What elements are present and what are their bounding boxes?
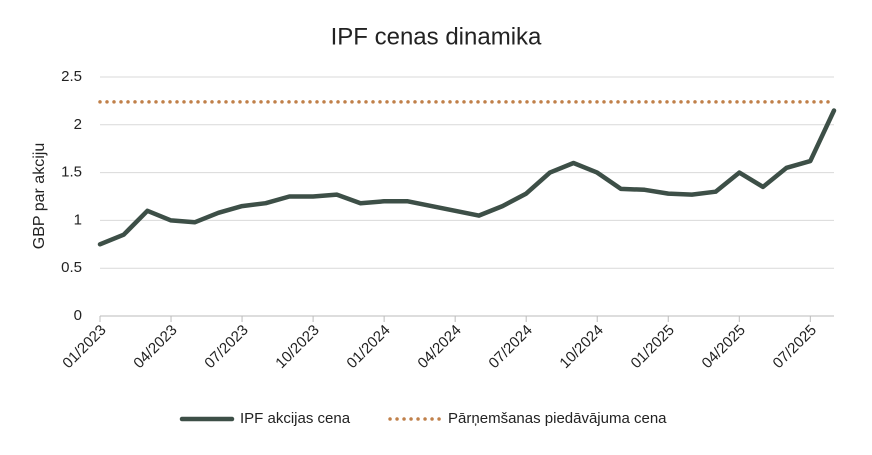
x-tick-label: 07/2025: [770, 322, 820, 372]
legend-label: IPF akcijas cena: [240, 410, 351, 427]
x-tick-label: 07/2024: [485, 322, 535, 372]
x-tick-label: 07/2023: [201, 322, 251, 372]
x-tick-label: 01/2024: [343, 322, 393, 372]
y-tick-label: 0.5: [61, 259, 82, 276]
x-tick-label: 10/2024: [556, 322, 606, 372]
x-tick-label: 10/2023: [272, 322, 322, 372]
x-tick-label: 01/2023: [59, 322, 109, 372]
y-axis-title: GBP par akciju: [31, 143, 48, 249]
y-tick-label: 2.5: [61, 68, 82, 85]
x-tick-label: 04/2024: [414, 322, 464, 372]
y-tick-label: 0: [74, 307, 82, 324]
y-tick-label: 1.5: [61, 164, 82, 181]
y-tick-label: 2: [74, 116, 82, 133]
series-line: [97, 108, 837, 247]
y-tick-label: 1: [74, 211, 82, 228]
x-tick-label: 04/2025: [699, 322, 749, 372]
legend-label: Pārņemšanas piedāvājuma cena: [448, 410, 667, 427]
chart-title: IPF cenas dinamika: [331, 23, 542, 50]
x-tick-label: 01/2025: [628, 322, 678, 372]
x-tick-label: 04/2023: [130, 322, 180, 372]
